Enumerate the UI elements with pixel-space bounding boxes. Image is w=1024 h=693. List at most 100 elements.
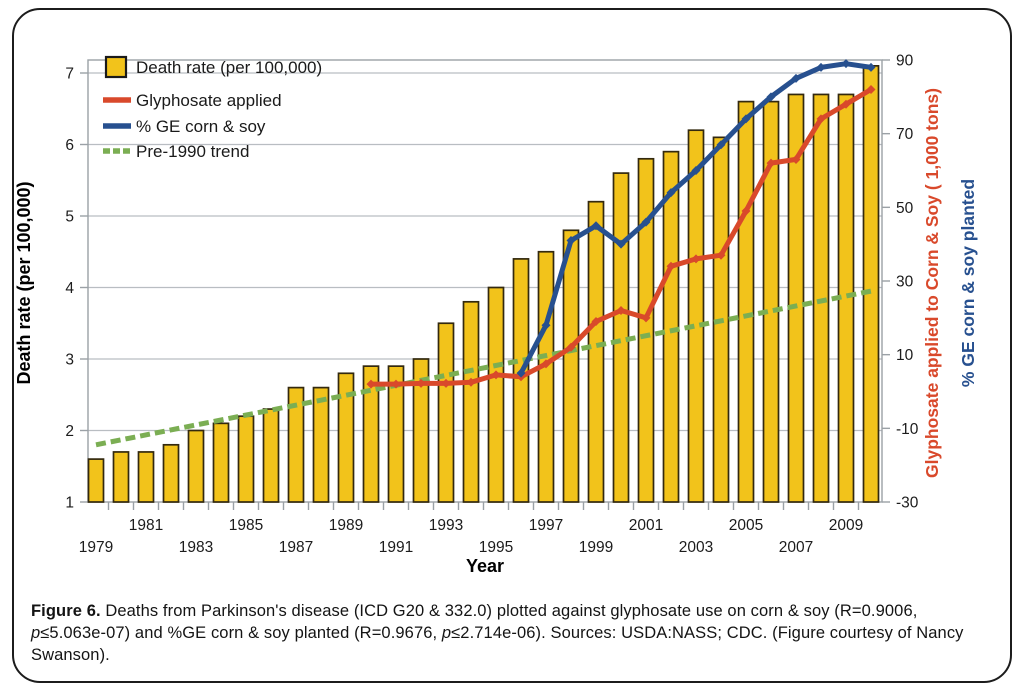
bar-1988 [312, 386, 330, 503]
bar-1991 [387, 365, 405, 503]
glyphosate-marker [491, 370, 501, 380]
glyphosate-marker [391, 379, 401, 389]
bar-1986 [262, 408, 280, 503]
glyphosate-marker [416, 378, 426, 388]
bar-1994 [462, 300, 480, 503]
left-axis-tick-label: 7 [65, 66, 74, 83]
ge-corn-soy-marker [716, 140, 726, 150]
caption-figure-number: Figure 6. [31, 602, 101, 620]
right-axis-title-glyphosate: Glyphosate applied to Corn & Soy ( 1,000… [922, 88, 942, 478]
glyphosate-marker [466, 377, 476, 387]
ge-corn-soy-marker [816, 62, 826, 72]
glyphosate-marker [866, 84, 876, 94]
glyphosate-marker [841, 99, 851, 109]
glyphosate-marker [441, 378, 451, 388]
left-axis-tick-label: 2 [65, 423, 74, 440]
bar-1981 [137, 451, 155, 503]
ge-corn-soy-marker [741, 114, 751, 124]
legend-swatch-death-rate [104, 55, 128, 79]
x-axis-title: Year [466, 556, 504, 576]
legend-label-glyphosate: Glyphosate applied [136, 91, 282, 110]
glyphosate-marker [741, 206, 751, 216]
figure-border [12, 8, 1012, 683]
right-axis-tick-label: -30 [896, 495, 919, 512]
ge-corn-soy-marker [616, 239, 626, 249]
legend-item-glyphosate: Glyphosate applied [103, 91, 282, 110]
right-axis-tick-label: 10 [896, 347, 914, 364]
legend-item-death-rate: Death rate (per 100,000) [104, 55, 322, 79]
glyphosate-marker [566, 342, 576, 352]
bar-2010 [862, 64, 880, 503]
legend-item-pre1990-trend: Pre-1990 trend [103, 142, 249, 161]
x-axis-year-label: 2009 [829, 517, 863, 534]
left-axis-tick-label: 5 [65, 209, 74, 226]
plot-generated-content: 1 2 3 4 5 6 7 -30 -10 10 30 50 70 90 1979 1981 1983 1985 1… [65, 53, 918, 557]
bar-2006 [762, 100, 780, 503]
bar-1989 [337, 372, 355, 503]
bar-1995 [487, 286, 505, 503]
bar-2002 [662, 150, 680, 503]
glyphosate-marker [641, 313, 651, 323]
left-axis-tick-label: 4 [65, 280, 74, 297]
bar-2008 [812, 93, 830, 503]
x-axis-year-label: 2001 [629, 517, 663, 534]
legend-label-ge-corn-soy: % GE corn & soy [136, 117, 266, 136]
glyphosate-marker [541, 359, 551, 369]
bar-2001 [637, 157, 655, 503]
bar-1980 [112, 451, 130, 503]
chart-area: 1 2 3 4 5 6 7 -30 -10 10 30 50 70 90 1979 1981 1983 1985 1… [14, 53, 978, 577]
bar-1992 [412, 358, 430, 503]
right-axis-tick-label: 30 [896, 274, 914, 291]
parkinsons-glyphosate-chart: 1 2 3 4 5 6 7 -30 -10 10 30 50 70 90 1979 1981 1983 1985 1… [14, 53, 978, 577]
ge-corn-soy-marker [841, 59, 851, 69]
x-axis-year-label: 1979 [79, 539, 113, 556]
x-axis-year-label: 1983 [179, 539, 213, 556]
bar-1998 [562, 229, 580, 503]
right-axis-title-ge: % GE corn & soy planted [958, 179, 978, 387]
x-axis-year-label: 1993 [429, 517, 463, 534]
legend-item-ge-corn-soy: % GE corn & soy [103, 117, 266, 136]
x-axis-year-label: 1987 [279, 539, 313, 556]
left-axis-tick-label: 3 [65, 352, 74, 369]
bar-1987 [287, 386, 305, 503]
bar-2003 [687, 129, 705, 503]
bar-1993 [437, 322, 455, 503]
x-axis-year-label: 2007 [779, 539, 813, 556]
legend-label-pre1990-trend: Pre-1990 trend [136, 142, 249, 161]
left-axis-title: Death rate (per 100,000) [14, 181, 34, 384]
bar-1982 [162, 443, 180, 503]
glyphosate-marker [366, 379, 376, 389]
bar-1979 [87, 458, 105, 503]
x-axis-year-label: 1997 [529, 517, 563, 534]
right-axis-tick-label: 70 [896, 126, 914, 143]
left-axis-tick-label: 6 [65, 137, 74, 154]
ge-corn-soy-marker [766, 92, 776, 102]
bar-1999 [587, 200, 605, 503]
x-axis-year-label: 2005 [729, 517, 763, 534]
bar-1997 [537, 250, 555, 503]
ge-corn-soy-marker [791, 73, 801, 83]
ge-corn-soy-marker [641, 217, 651, 227]
bar-2007 [787, 93, 805, 503]
ge-corn-soy-marker [516, 368, 526, 378]
x-axis-year-label: 2003 [679, 539, 713, 556]
x-axis-year-label: 1981 [129, 517, 163, 534]
ge-corn-soy-marker [866, 62, 876, 72]
ge-corn-soy-marker [541, 320, 551, 330]
x-axis-year-label: 1991 [379, 539, 413, 556]
right-axis-tick-label: 50 [896, 200, 914, 217]
x-axis-year-label: 1995 [479, 539, 513, 556]
right-axis-tick-label: 90 [896, 53, 914, 70]
ge-corn-soy-marker [666, 188, 676, 198]
pre1990-trend-line [95, 288, 872, 448]
glyphosate-marker [591, 317, 601, 327]
glyphosate-marker [816, 114, 826, 124]
ge-corn-soy-marker [691, 166, 701, 175]
x-axis-year-label: 1989 [329, 517, 363, 534]
ge-corn-soy-marker [566, 235, 576, 245]
bar-1983 [187, 429, 205, 503]
legend-label-death-rate: Death rate (per 100,000) [136, 58, 322, 77]
bar-1990 [362, 365, 380, 503]
left-axis-tick-label: 1 [65, 495, 74, 512]
